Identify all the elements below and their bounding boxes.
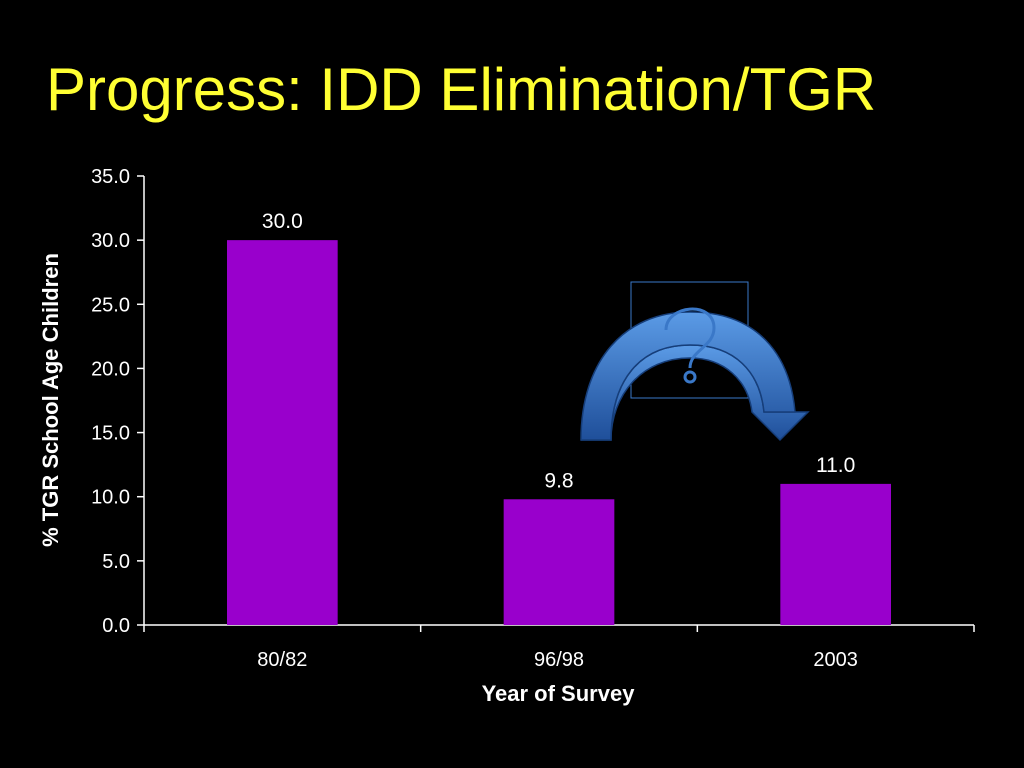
y-tick-label: 15.0	[91, 423, 130, 445]
curved-arrow-outer-fill	[580, 311, 796, 441]
bars	[227, 240, 891, 625]
bar-2003	[780, 483, 891, 625]
y-tick-label: 30.0	[91, 230, 130, 252]
bar-80-82	[227, 240, 338, 625]
curved-arrow-annotation	[580, 281, 810, 442]
x-axis-title: Year of Survey	[482, 681, 636, 706]
data-labels: 30.0 9.8 11.0	[262, 210, 855, 492]
y-axis-title: % TGR School Age Children	[38, 253, 63, 547]
question-mark-icon	[664, 307, 716, 384]
slide-title: Progress: IDD Elimination/TGR	[46, 56, 877, 123]
y-tick-label: 5.0	[102, 551, 130, 573]
bar-96-98	[503, 499, 615, 625]
y-tick-label: 25.0	[91, 294, 130, 316]
y-ticks: 0.0 5.0 10.0 15.0 20.0 25.0 30.0 35.0	[91, 166, 144, 637]
x-tick-label: 80/82	[257, 649, 307, 671]
data-label: 30.0	[262, 210, 303, 233]
y-tick-label: 35.0	[91, 166, 130, 188]
x-tick-label: 2003	[813, 649, 858, 671]
x-tick-label: 96/98	[534, 649, 584, 671]
x-ticks: 80/82 96/98 2003	[143, 625, 975, 671]
data-label: 11.0	[816, 454, 855, 477]
data-label: 9.8	[544, 469, 573, 492]
y-tick-label: 10.0	[91, 487, 130, 509]
y-tick-label: 20.0	[91, 358, 130, 380]
y-tick-label: 0.0	[102, 615, 130, 637]
